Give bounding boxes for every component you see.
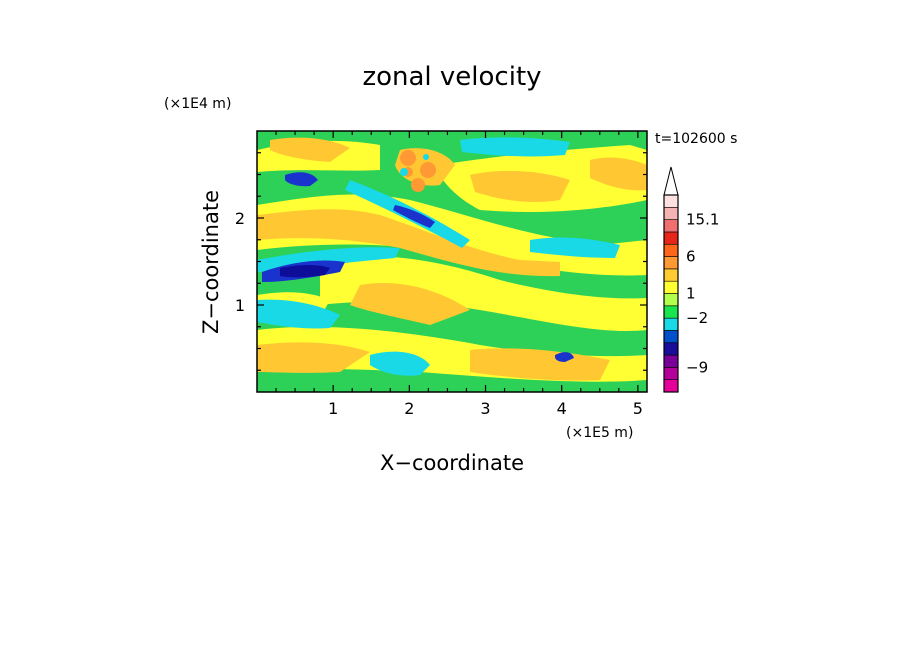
velocity-cell-blob [423, 154, 429, 160]
colorbar-segment [663, 256, 679, 270]
velocity-contour-orange [470, 170, 570, 203]
colorbar-segment [663, 317, 679, 331]
velocity-contour-blue [555, 352, 574, 362]
velocity-contour-cyan [370, 351, 430, 376]
x-axis-ticks: 1 2 3 4 5 [275, 131, 643, 418]
velocity-contour-orange [257, 342, 370, 373]
colorbar-label: 1 [686, 285, 696, 303]
colorbar-segment [663, 330, 679, 344]
y-axis-ticks: 12 [235, 152, 647, 371]
colorbar-segment [663, 231, 679, 245]
velocity-cell-blob [400, 150, 416, 166]
x-tick-label: 2 [404, 399, 414, 418]
x-tick-label: 1 [328, 399, 338, 418]
colorbar-segment [663, 268, 679, 282]
y-scale-label: (×1E4 m) [164, 96, 231, 112]
colorbar-segment [663, 354, 679, 368]
colorbar-segment [663, 342, 679, 356]
colorbar-label: 6 [686, 248, 696, 266]
velocity-cell-blob [420, 162, 436, 178]
velocity-contour-orange [350, 282, 470, 325]
x-axis-label: X−coordinate [380, 451, 524, 475]
velocity-cell-blob [411, 178, 425, 192]
velocity-contour-yellow [320, 256, 647, 331]
x-scale-label: (×1E5 m) [566, 425, 633, 441]
chart-title: zonal velocity [362, 62, 541, 92]
colorbar-label: 15.1 [686, 211, 719, 229]
x-tick-label: 4 [557, 399, 567, 418]
y-tick-label: 2 [235, 209, 245, 228]
velocity-cell-blob [400, 168, 408, 176]
colorbar-segment [663, 243, 679, 257]
colorbar-label: −9 [686, 358, 708, 376]
velocity-contour-orange [470, 348, 610, 381]
colorbar-label: −2 [686, 309, 708, 327]
y-tick-label: 1 [235, 296, 245, 315]
colorbar-segment [663, 194, 679, 208]
velocity-contour-blue [393, 205, 435, 228]
y-axis-label: Z−coordinate [199, 190, 223, 334]
velocity-contour-cyan [530, 237, 620, 258]
colorbar-segment [663, 207, 679, 220]
colorbar-segment [663, 379, 679, 393]
colorbar-frame [663, 194, 679, 393]
x-tick-label: 5 [633, 399, 643, 418]
colorbar-segment [663, 293, 679, 307]
velocity-contour-orange [257, 209, 560, 277]
velocity-contour-dark_blue [280, 265, 330, 278]
colorbar-segment [663, 280, 679, 294]
colorbar: 15.1 6 1 −2 −9 [663, 166, 719, 393]
time-label: t=102600 s [655, 131, 737, 147]
colorbar-segment [663, 305, 679, 319]
velocity-contour-cyan [460, 137, 570, 157]
velocity-contour-orange [590, 157, 647, 191]
velocity-contour-blue [285, 172, 318, 187]
colorbar-overflow-arrow [663, 166, 679, 196]
colorbar-segment [663, 367, 679, 380]
x-tick-label: 3 [480, 399, 490, 418]
velocity-contour-orange [270, 137, 350, 162]
colorbar-segment [663, 219, 679, 233]
velocity-field [257, 131, 647, 392]
velocity-contour-cyan [257, 299, 340, 329]
